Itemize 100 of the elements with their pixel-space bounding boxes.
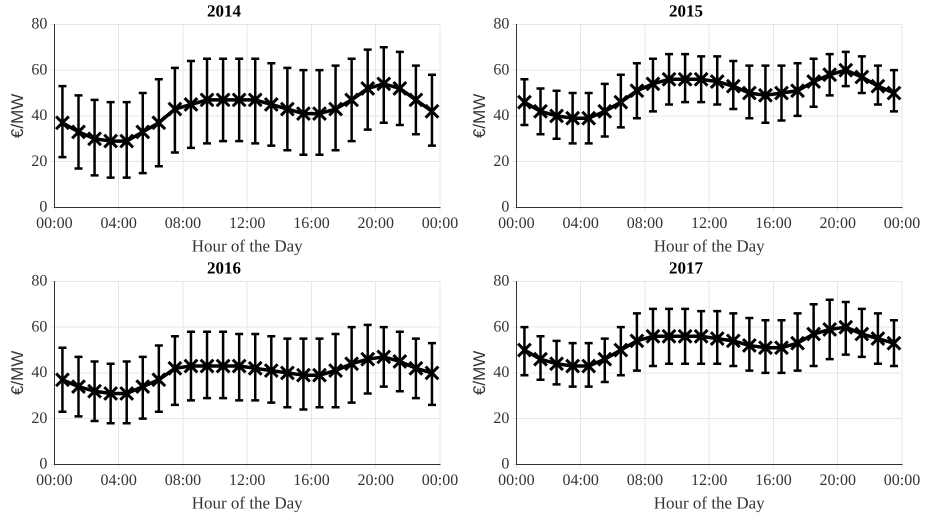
point bbox=[725, 333, 742, 349]
point bbox=[790, 82, 806, 99]
y-tick-label: 20 bbox=[31, 410, 48, 427]
y-tick-label: 80 bbox=[493, 16, 510, 33]
point bbox=[215, 358, 231, 374]
point bbox=[548, 108, 564, 124]
y-tick-label: 0 bbox=[501, 198, 510, 216]
point bbox=[870, 78, 886, 94]
point bbox=[344, 356, 360, 372]
point bbox=[167, 101, 183, 117]
point bbox=[280, 101, 296, 117]
chart-title: 2016 bbox=[207, 258, 241, 278]
x-tick-label: 00:00 bbox=[884, 472, 920, 490]
point bbox=[854, 326, 870, 342]
point bbox=[183, 96, 199, 112]
x-tick-label: 20:00 bbox=[358, 472, 394, 490]
y-tick-label: 80 bbox=[493, 272, 510, 290]
y-tick-label: 40 bbox=[31, 107, 48, 124]
point bbox=[532, 103, 548, 120]
point bbox=[102, 133, 118, 149]
point bbox=[70, 378, 86, 394]
x-axis-title: Hour of the Day bbox=[654, 236, 766, 256]
point bbox=[548, 356, 564, 372]
point bbox=[790, 335, 806, 352]
x-tick-label: 16:00 bbox=[293, 215, 330, 232]
point bbox=[693, 71, 710, 88]
point bbox=[54, 372, 70, 388]
x-axis-title: Hour of the Day bbox=[192, 493, 304, 512]
point bbox=[516, 94, 532, 110]
point bbox=[564, 358, 580, 374]
point bbox=[296, 106, 312, 122]
y-tick-label: 80 bbox=[31, 272, 48, 290]
x-axis-title: Hour of the Day bbox=[654, 493, 766, 512]
point bbox=[86, 383, 102, 400]
point bbox=[725, 78, 742, 94]
point bbox=[693, 328, 710, 344]
point bbox=[806, 326, 822, 342]
x-tick-label: 12:00 bbox=[690, 472, 728, 490]
point bbox=[183, 358, 199, 374]
point bbox=[376, 349, 392, 365]
point bbox=[645, 328, 661, 344]
point bbox=[645, 76, 661, 92]
point bbox=[838, 62, 854, 78]
point bbox=[854, 69, 870, 85]
x-tick-label: 00:00 bbox=[422, 215, 458, 232]
point bbox=[280, 365, 296, 381]
x-tick-label: 04:00 bbox=[562, 472, 599, 490]
point bbox=[102, 386, 118, 402]
y-tick-label: 60 bbox=[31, 318, 48, 336]
point bbox=[70, 124, 86, 140]
x-tick-label: 08:00 bbox=[164, 472, 202, 490]
point bbox=[312, 106, 328, 122]
x-tick-label: 16:00 bbox=[755, 215, 792, 232]
point bbox=[199, 92, 215, 108]
y-axis-title: €/MW bbox=[470, 94, 489, 138]
point bbox=[328, 101, 344, 117]
point bbox=[408, 92, 424, 108]
x-tick-label: 00:00 bbox=[498, 215, 535, 232]
x-tick-label: 12:00 bbox=[228, 472, 266, 490]
point bbox=[870, 330, 886, 346]
point bbox=[596, 103, 613, 120]
point bbox=[661, 71, 677, 88]
x-tick-label: 20:00 bbox=[820, 215, 856, 232]
y-tick-label: 40 bbox=[493, 364, 510, 382]
point bbox=[677, 71, 693, 88]
point bbox=[360, 351, 376, 368]
point bbox=[742, 85, 758, 101]
point bbox=[247, 92, 264, 108]
y-axis-title: €/MW bbox=[470, 350, 489, 396]
point bbox=[408, 360, 424, 376]
point bbox=[118, 386, 135, 402]
y-tick-label: 40 bbox=[493, 107, 510, 124]
point bbox=[629, 82, 645, 99]
point bbox=[580, 110, 597, 126]
point bbox=[612, 342, 629, 358]
y-axis-title: €/MW bbox=[8, 94, 27, 138]
point bbox=[134, 378, 151, 394]
point bbox=[263, 362, 280, 378]
x-tick-label: 00:00 bbox=[884, 215, 920, 232]
point bbox=[167, 360, 183, 376]
point bbox=[564, 110, 580, 126]
x-tick-label: 04:00 bbox=[100, 215, 137, 232]
x-tick-label: 00:00 bbox=[36, 215, 73, 232]
point bbox=[247, 360, 264, 376]
y-axis-title: €/MW bbox=[8, 350, 27, 396]
point bbox=[215, 92, 231, 108]
point bbox=[774, 85, 790, 101]
point bbox=[312, 367, 328, 384]
point bbox=[822, 66, 838, 83]
x-tick-label: 20:00 bbox=[358, 215, 394, 232]
point bbox=[424, 365, 440, 381]
point bbox=[150, 372, 167, 388]
x-tick-label: 16:00 bbox=[755, 472, 792, 490]
y-tick-label: 0 bbox=[39, 198, 48, 216]
point bbox=[629, 333, 645, 349]
x-tick-label: 12:00 bbox=[690, 215, 728, 232]
y-tick-label: 60 bbox=[493, 318, 510, 336]
y-tick-label: 60 bbox=[31, 61, 48, 78]
y-tick-label: 20 bbox=[493, 152, 510, 170]
point bbox=[328, 362, 344, 378]
